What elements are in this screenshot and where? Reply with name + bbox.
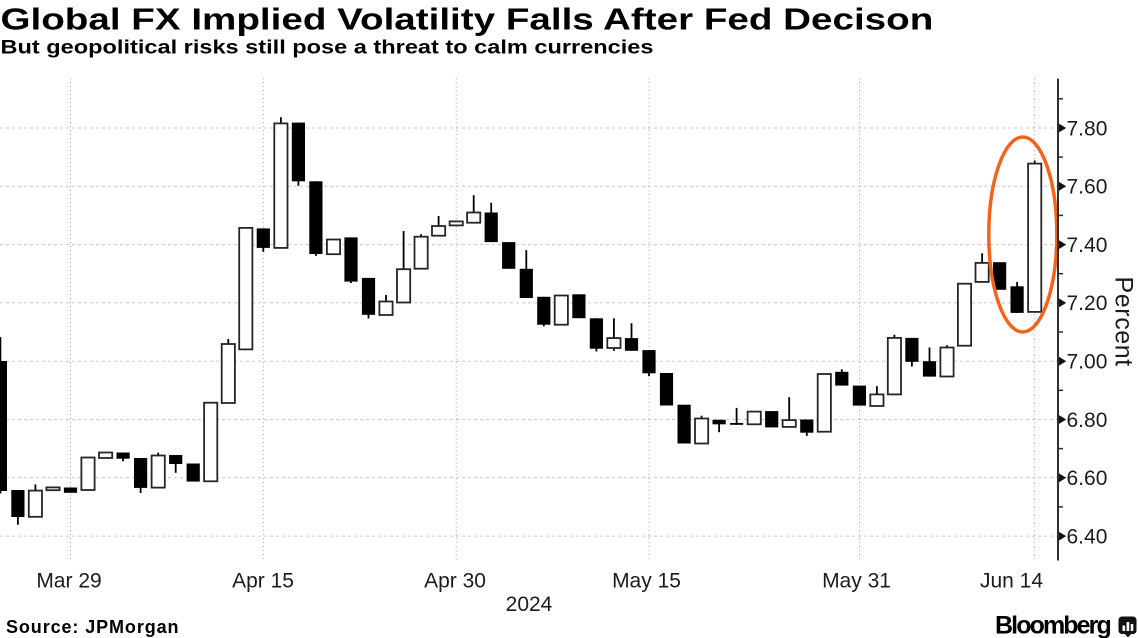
svg-text:Percent: Percent	[1110, 277, 1138, 367]
svg-text:Bloomberg: Bloomberg	[995, 612, 1110, 638]
svg-text:7.20: 7.20	[1067, 292, 1108, 315]
svg-text:Apr 15: Apr 15	[232, 570, 294, 593]
svg-text:7.40: 7.40	[1067, 234, 1108, 257]
svg-text:Global FX Implied Volatility F: Global FX Implied Volatility Falls After…	[1, 2, 934, 37]
svg-text:Mar 29: Mar 29	[36, 570, 101, 593]
svg-text:7.80: 7.80	[1067, 117, 1108, 140]
svg-text:May 31: May 31	[822, 570, 891, 593]
svg-text:6.80: 6.80	[1067, 409, 1108, 432]
svg-text:But geopolitical risks still p: But geopolitical risks still pose a thre…	[1, 37, 654, 58]
svg-text:May 15: May 15	[612, 570, 681, 593]
svg-text:Jun 14: Jun 14	[980, 570, 1043, 593]
svg-text:6.40: 6.40	[1067, 525, 1108, 548]
svg-text:7.60: 7.60	[1067, 176, 1108, 199]
svg-text:Apr 30: Apr 30	[424, 570, 486, 593]
svg-text:7.00: 7.00	[1067, 351, 1108, 374]
svg-text:2024: 2024	[506, 593, 553, 616]
svg-text:Source: JPMorgan: Source: JPMorgan	[6, 617, 179, 637]
svg-text:6.60: 6.60	[1067, 467, 1108, 490]
